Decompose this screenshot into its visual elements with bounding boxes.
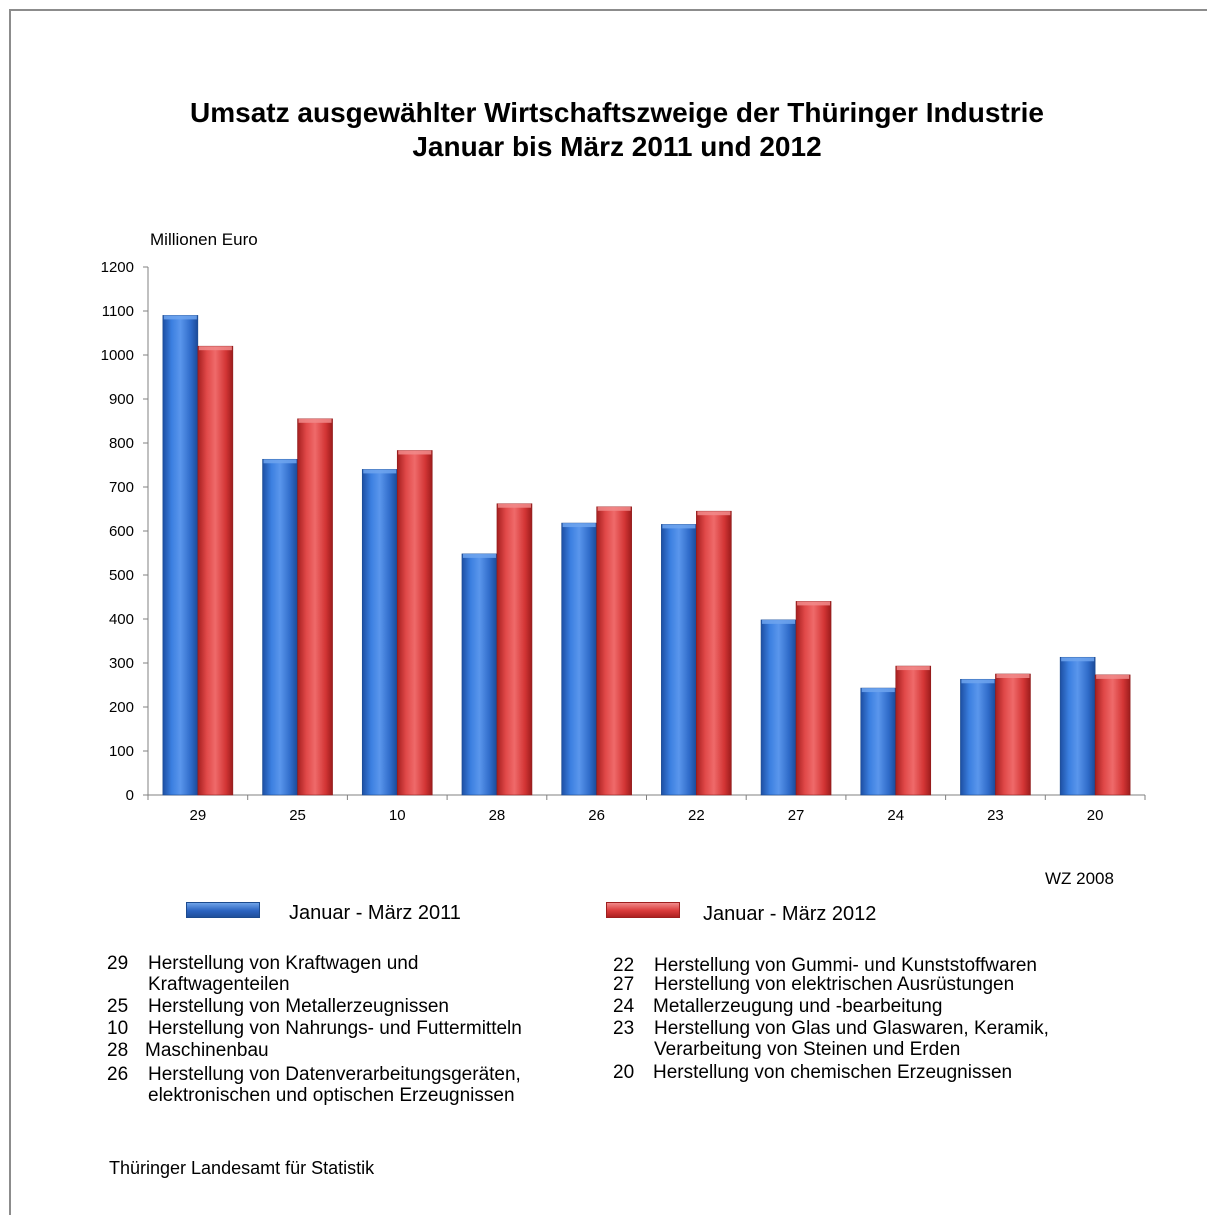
chart-title-line-2: Januar bis März 2011 und 2012 — [412, 131, 822, 162]
wz-code: 26 — [107, 1064, 129, 1085]
bar-2012-20 — [1094, 674, 1131, 796]
bar-2012-25 — [297, 418, 333, 796]
bar-top-highlight — [697, 511, 731, 516]
x-tick-label: 25 — [289, 807, 306, 824]
bar-top-highlight — [797, 601, 831, 606]
bar-2012-26 — [596, 506, 632, 796]
x-tick-label: 23 — [987, 807, 1004, 824]
bar-top-highlight — [861, 688, 895, 693]
x-tick-label: 28 — [489, 807, 506, 824]
x-tick-label: 24 — [887, 807, 904, 824]
wz-description: Herstellung von Metallerzeugnissen — [148, 996, 449, 1017]
bar-top-highlight — [961, 679, 995, 684]
bar-top-highlight — [298, 418, 332, 423]
bar-2012-28 — [496, 503, 533, 796]
wz-description: Herstellung von elektrischen Ausrüstunge… — [654, 974, 1015, 995]
wz-entry-23: 23 Herstellung von Glas und Glaswaren, K… — [613, 1018, 1133, 1062]
x-tick-label: 10 — [389, 807, 406, 824]
bars — [162, 315, 1131, 796]
bar-top-highlight — [996, 674, 1030, 678]
bar-2011-28 — [461, 553, 498, 796]
bar-top-highlight — [562, 523, 596, 528]
y-tick-label: 500 — [109, 567, 134, 584]
wz-description: Herstellung von Glas und Glaswaren, Kera… — [654, 1018, 1049, 1060]
bar-2012-23 — [995, 673, 1031, 796]
y-tick-label: 700 — [109, 479, 134, 496]
bar-top-highlight — [1096, 674, 1130, 679]
bar-2012-27 — [795, 601, 832, 796]
bar-top-highlight — [263, 459, 297, 464]
y-axis: 0 100 200 300 400 500 600 700 800 900 1000 1100 1200 — [101, 259, 149, 804]
y-tick-label: 800 — [109, 435, 134, 452]
wz-description: Herstellung von Kraftwagen und Kraftwage… — [148, 953, 419, 995]
bar-2012-29 — [197, 345, 234, 796]
x-tick-label: 29 — [190, 807, 207, 824]
chart-title-line-1: Umsatz ausgewählter Wirtschaftszweige de… — [190, 97, 1044, 128]
legend-label-2012: Januar - März 2012 — [703, 903, 877, 925]
x-tick-label: 27 — [788, 807, 805, 824]
wz-description: Maschinenbau — [145, 1040, 269, 1061]
bar-2011-27 — [760, 619, 797, 796]
wz-code: 27 — [613, 974, 635, 995]
bar-2011-29 — [162, 315, 199, 796]
y-tick-label: 100 — [109, 743, 134, 760]
source-note: Thüringer Landesamt für Statistik — [109, 1158, 375, 1178]
legend-swatch-2011 — [186, 902, 260, 918]
wz-code: 10 — [107, 1018, 129, 1039]
bar-2011-20 — [1059, 656, 1096, 796]
wz-classification-note: WZ 2008 — [1045, 869, 1114, 888]
bar-2012-24 — [895, 665, 932, 796]
wz-description: Metallerzeugung und -bearbeitung — [653, 996, 943, 1017]
bar-2011-22 — [661, 524, 697, 796]
bar-2011-24 — [860, 687, 897, 796]
y-tick-label: 900 — [109, 391, 134, 408]
y-tick-label: 400 — [109, 611, 134, 628]
bar-top-highlight — [497, 503, 531, 508]
bar-2011-25 — [262, 458, 298, 796]
wz-code: 29 — [107, 953, 129, 974]
bar-top-highlight — [163, 315, 197, 320]
bar-2011-23 — [960, 678, 996, 796]
chart-frame — [9, 9, 1207, 1215]
y-tick-label: 0 — [126, 787, 134, 804]
bar-top-highlight — [1061, 657, 1095, 662]
bar-top-highlight — [363, 469, 397, 474]
x-tick-label: 26 — [588, 807, 605, 824]
y-tick-label: 1200 — [101, 259, 134, 276]
wz-code: 23 — [613, 1018, 635, 1039]
wz-code: 24 — [613, 996, 635, 1017]
y-tick-label: 600 — [109, 523, 134, 540]
bar-top-highlight — [198, 346, 232, 351]
x-axis: 29 25 10 28 26 22 27 24 23 20 — [147, 794, 1146, 824]
bar-top-highlight — [398, 450, 432, 455]
bar-top-highlight — [896, 666, 930, 671]
wz-code: 20 — [613, 1062, 635, 1083]
x-tick-label: 20 — [1087, 807, 1104, 824]
y-tick-label: 1000 — [101, 347, 134, 364]
y-tick-label: 200 — [109, 699, 134, 716]
wz-code: 25 — [107, 996, 129, 1017]
wz-code: 28 — [107, 1040, 129, 1061]
bar-top-highlight — [597, 506, 631, 511]
legend-label-2011: Januar - März 2011 — [289, 902, 461, 924]
wz-code: 22 — [613, 955, 635, 976]
bar-top-highlight — [662, 524, 696, 529]
y-tick-label: 1100 — [102, 303, 134, 320]
bar-2011-26 — [561, 522, 597, 796]
bar-2012-22 — [696, 510, 732, 796]
wz-description: Herstellung von Nahrungs- und Futtermitt… — [148, 1018, 522, 1039]
y-axis-label: Millionen Euro — [150, 230, 258, 249]
legend-swatch-2012 — [606, 902, 680, 918]
wz-description: Herstellung von chemischen Erzeugnissen — [653, 1062, 1013, 1083]
bar-top-highlight — [462, 553, 496, 558]
y-tick-label: 300 — [109, 655, 134, 672]
wz-entry-29: 29 Herstellung von Kraftwagen und Kraftw… — [107, 953, 587, 997]
x-tick-label: 22 — [688, 807, 705, 824]
bar-top-highlight — [762, 619, 796, 624]
bar-2012-10 — [396, 450, 433, 796]
wz-description: Herstellung von Datenverarbeitungsgeräte… — [148, 1064, 521, 1106]
wz-description: Herstellung von Gummi- und Kunststoffwar… — [654, 955, 1037, 976]
bar-2011-10 — [361, 469, 398, 796]
